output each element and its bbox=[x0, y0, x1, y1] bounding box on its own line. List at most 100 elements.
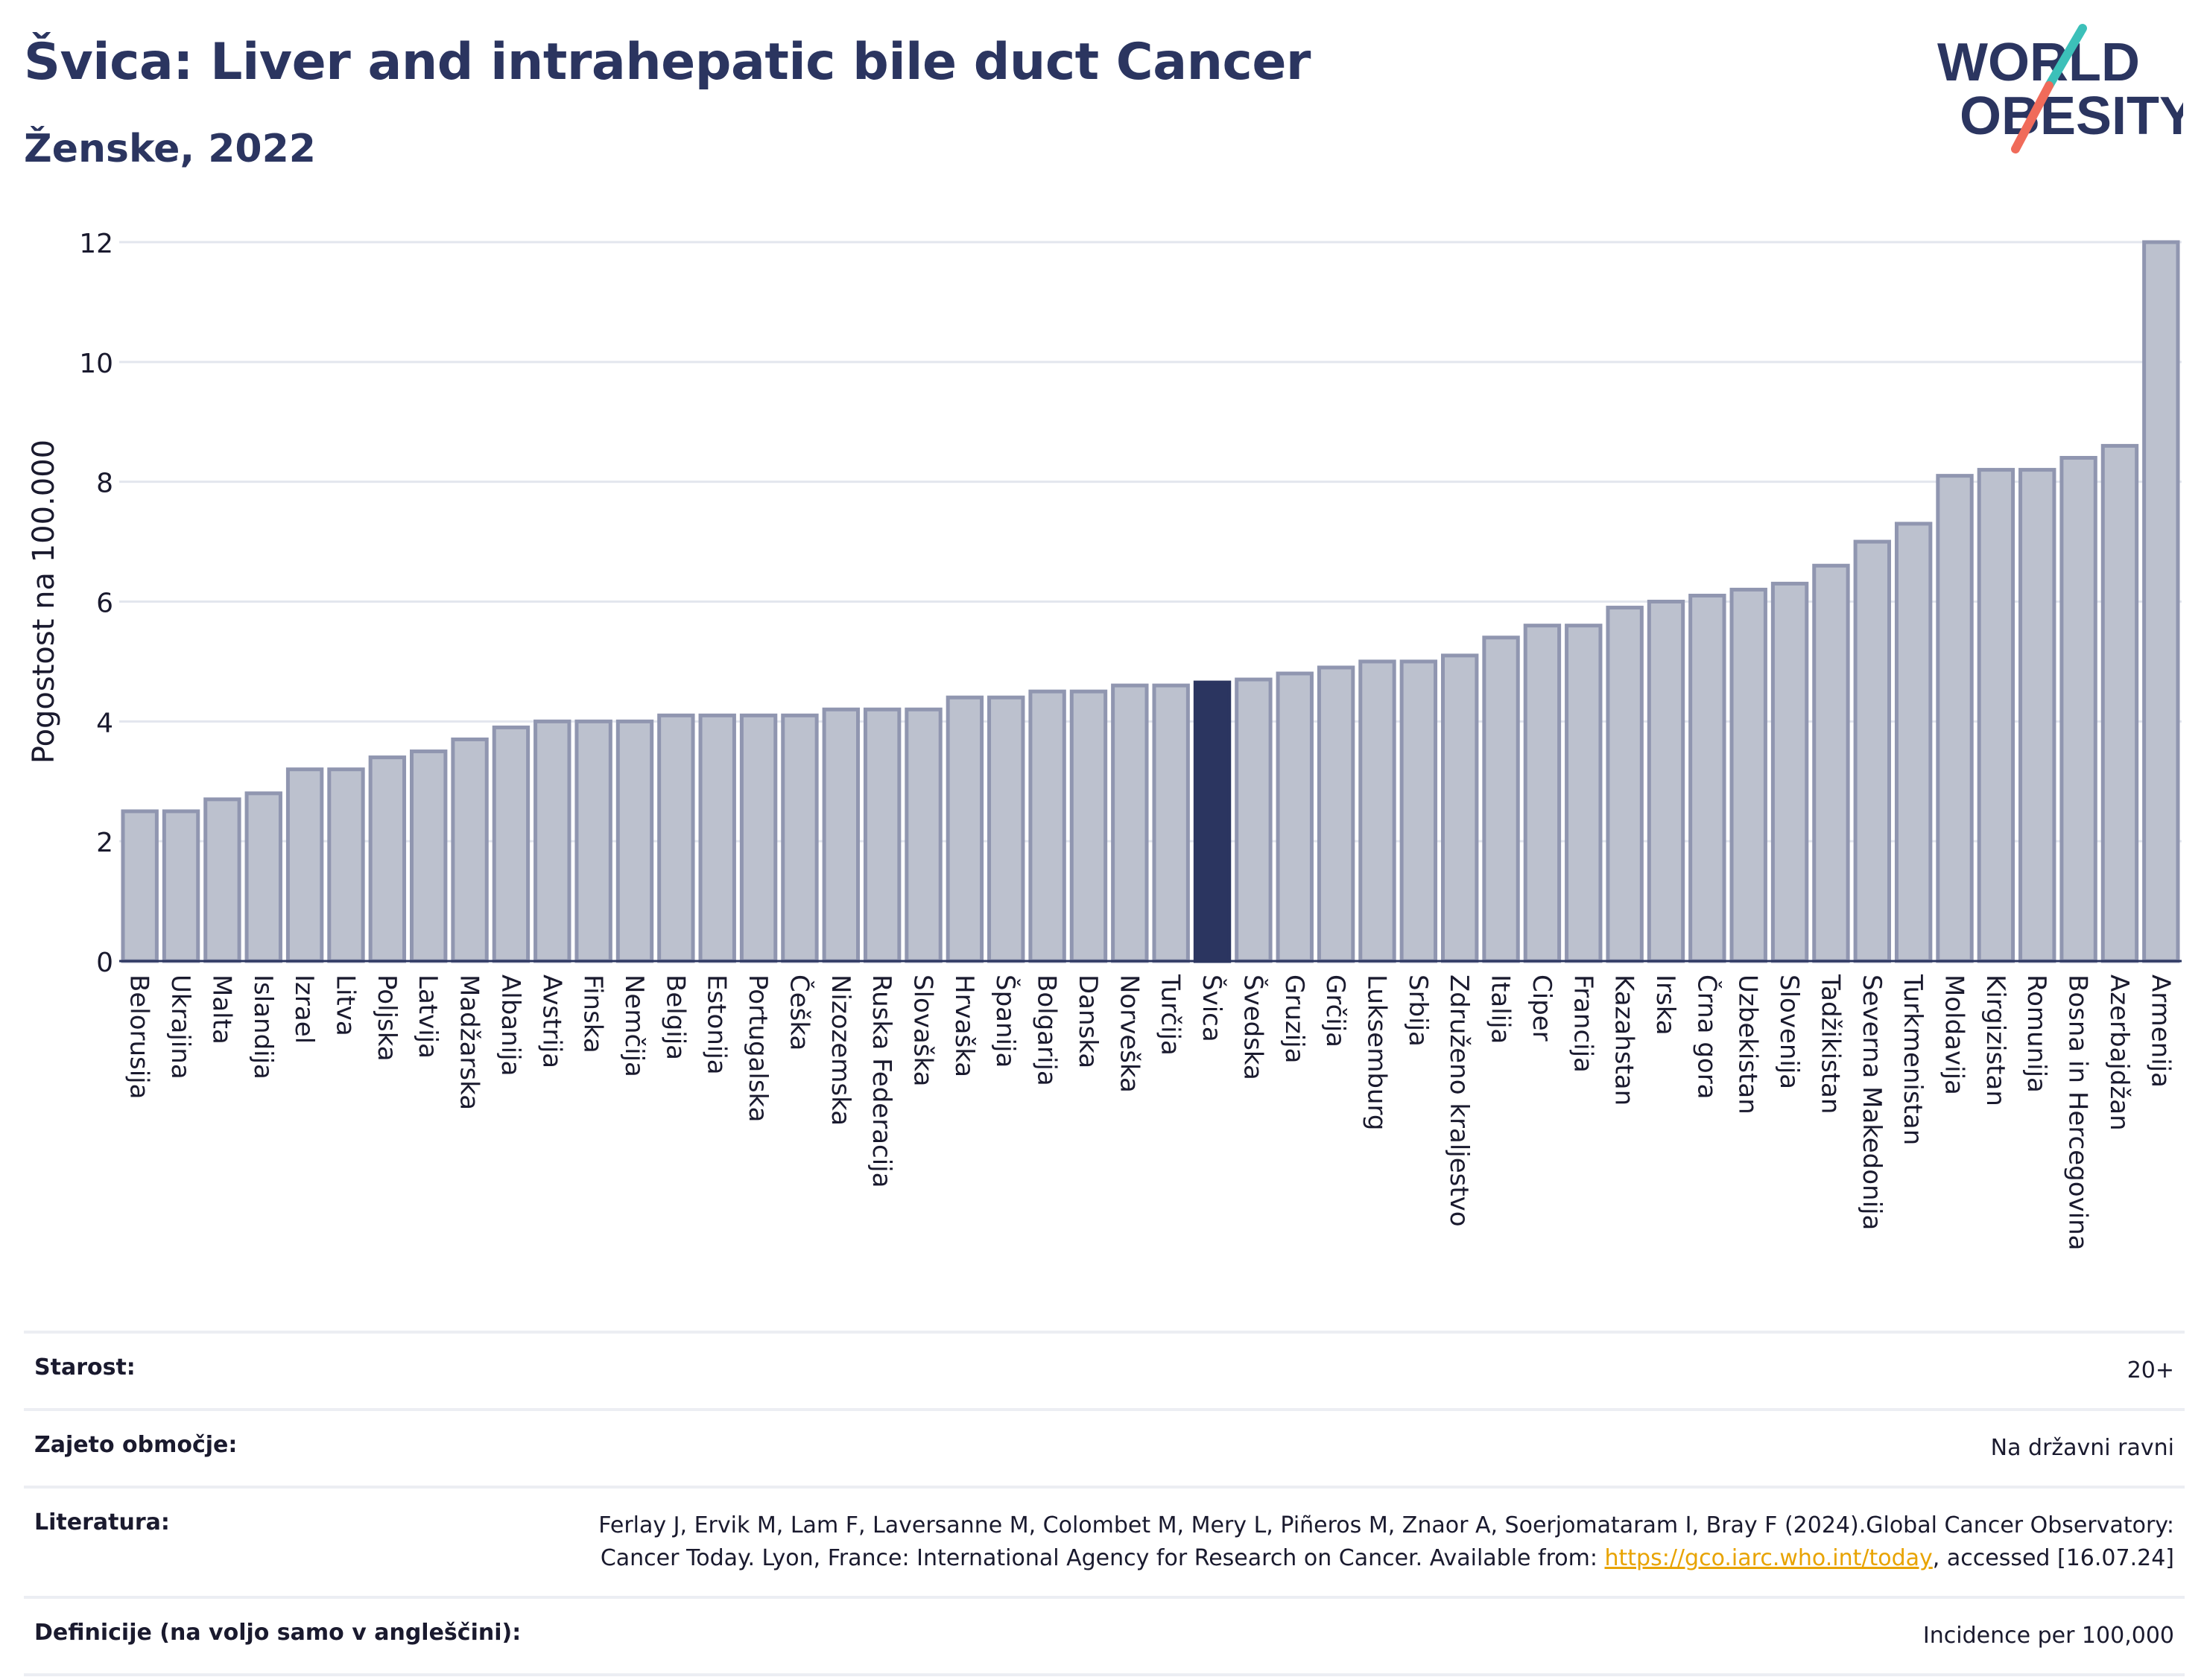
x-tick-label: Armenija bbox=[2145, 974, 2175, 1088]
logo-slash-coral bbox=[2011, 81, 2053, 153]
reference-link[interactable]: https://gco.iarc.who.int/today bbox=[1604, 1545, 1933, 1571]
x-tick-label: Grčija bbox=[1320, 974, 1350, 1047]
bar-bolgarija bbox=[1028, 689, 1066, 963]
x-tick-label: Kirgizistan bbox=[1980, 974, 2010, 1106]
y-tick-label: 8 bbox=[96, 469, 113, 499]
x-tick-label: Izrael bbox=[289, 974, 319, 1044]
bar-francija bbox=[1565, 624, 1603, 963]
x-tick-label: Kazahstan bbox=[1609, 974, 1639, 1106]
page-subtitle: Ženske, 2022 bbox=[24, 127, 316, 171]
x-tick-label: Turčija bbox=[1156, 974, 1185, 1056]
bar-bosna-in-hercegovina bbox=[2059, 456, 2097, 963]
bar-turčija bbox=[1152, 683, 1190, 963]
bar-srbija bbox=[1399, 659, 1438, 963]
bar-ruska-federacija bbox=[863, 707, 902, 963]
metadata-value: Na državni ravni bbox=[1990, 1435, 2174, 1461]
x-tick-label: Tadžikistan bbox=[1815, 974, 1845, 1114]
bar-nemčija bbox=[615, 719, 654, 963]
bar-chart: 0 2 4 6 8 10 12 Belorusija Ukrajina Malta Islandi… bbox=[27, 229, 2182, 1251]
x-tick-label: Srbija bbox=[1403, 974, 1433, 1047]
bar-severna-makedonija bbox=[1853, 539, 1891, 963]
bar-hrvaška bbox=[946, 695, 984, 963]
bar-madžarska bbox=[451, 737, 489, 963]
x-tick-label: Albanija bbox=[495, 974, 525, 1076]
metadata-value: Ferlay J, Ervik M, Lam F, Laversanne M, … bbox=[535, 1509, 2174, 1575]
logo-text-world: WORLD bbox=[1937, 33, 2140, 92]
y-tick-label: 0 bbox=[96, 948, 113, 978]
x-tick-labels: Belorusija Ukrajina Malta Islandija Izrael Li… bbox=[124, 974, 2176, 1251]
bar-kazahstan bbox=[1606, 606, 1644, 963]
y-tick-label: 10 bbox=[79, 349, 113, 379]
x-tick-label: Irska bbox=[1650, 974, 1680, 1036]
logo-slash-teal bbox=[2045, 24, 2087, 90]
bar-norveška bbox=[1111, 683, 1149, 963]
bar-švedska bbox=[1235, 677, 1273, 963]
x-tick-label: Moldavija bbox=[1939, 974, 1969, 1095]
x-tick-label: Nizozemska bbox=[826, 974, 855, 1126]
bars bbox=[121, 240, 2180, 963]
bar-ciper bbox=[1523, 624, 1562, 963]
bar-finska bbox=[574, 719, 612, 963]
page-title: Švica: Liver and intrahepatic bile duct … bbox=[24, 33, 1311, 92]
x-tick-label: Turkmenistan bbox=[1898, 974, 1928, 1145]
metadata-label: Zajeto območje: bbox=[34, 1432, 238, 1458]
x-tick-label: Hrvaška bbox=[949, 974, 979, 1077]
x-tick-label: Italija bbox=[1486, 974, 1516, 1044]
x-tick-label: Belorusija bbox=[124, 974, 154, 1099]
metadata-row: Literatura: Ferlay J, Ervik M, Lam F, Lav… bbox=[24, 1486, 2185, 1596]
x-tick-label: Ruska Federacija bbox=[867, 974, 896, 1188]
y-axis-label: Pogostost na 100.000 bbox=[27, 440, 61, 764]
x-tick-label: Združeno kraljestvo bbox=[1444, 974, 1474, 1227]
x-tick-label: Norveška bbox=[1114, 974, 1144, 1093]
bar-danska bbox=[1069, 689, 1108, 963]
x-tick-label: Švedska bbox=[1238, 974, 1268, 1080]
x-tick-label: Gruzija bbox=[1279, 974, 1309, 1063]
bar-belorusija bbox=[121, 809, 159, 963]
metadata-row: Zajeto območje: Na državni ravni bbox=[24, 1408, 2185, 1486]
x-tick-label: Belgija bbox=[660, 974, 690, 1060]
x-tick-label: Severna Makedonija bbox=[1857, 974, 1887, 1230]
x-tick-label: Litva bbox=[330, 974, 360, 1036]
x-tick-label: Francija bbox=[1568, 974, 1597, 1073]
x-tick-label: Švica bbox=[1197, 974, 1227, 1042]
bar-romunija bbox=[2018, 468, 2056, 963]
metadata-table: Starost: 20+ Zajeto območje: Na državni rav… bbox=[24, 1331, 2185, 1676]
metadata-row: Starost: 20+ bbox=[24, 1331, 2185, 1408]
x-tick-label: Španija bbox=[990, 974, 1021, 1068]
x-tick-label: Azerbajdžan bbox=[2104, 974, 2134, 1131]
metadata-value: Incidence per 100,000 bbox=[1922, 1623, 2174, 1649]
bar-azerbajdžan bbox=[2100, 443, 2139, 963]
bar-uzbekistan bbox=[1729, 587, 1767, 963]
bar-slovaška bbox=[905, 707, 943, 963]
bar-irska bbox=[1647, 600, 1685, 963]
metadata-row: Definicije (na voljo samo v angleščini):… bbox=[24, 1596, 2185, 1676]
bar-španija bbox=[987, 695, 1025, 963]
bar-islandija bbox=[244, 791, 282, 963]
x-tick-label: Češka bbox=[784, 974, 814, 1050]
bar-nizozemska bbox=[822, 707, 860, 963]
bar-turkmenistan bbox=[1894, 522, 1933, 963]
bar-portugalska bbox=[739, 713, 778, 963]
x-tick-label: Portugalska bbox=[743, 974, 773, 1122]
bar-avstrija bbox=[533, 719, 571, 963]
logo-text-obesity: OBESITY bbox=[1960, 86, 2183, 146]
x-tick-label: Estonija bbox=[702, 974, 732, 1075]
bar-črna-gora bbox=[1688, 593, 1726, 963]
bar-belgija bbox=[657, 713, 695, 963]
bar-gruzija bbox=[1276, 671, 1314, 963]
x-tick-label: Uzbekistan bbox=[1733, 974, 1763, 1115]
metadata-label: Starost: bbox=[34, 1354, 136, 1381]
bar-litva bbox=[327, 767, 365, 963]
bar-armenija bbox=[2142, 240, 2180, 963]
bar-slovenija bbox=[1770, 581, 1809, 963]
world-obesity-logo: WORLD OBESITY bbox=[1937, 24, 2183, 153]
x-tick-label: Danska bbox=[1073, 974, 1103, 1068]
bar-združeno-kraljestvo bbox=[1441, 653, 1479, 963]
bar-albanija bbox=[492, 725, 531, 963]
bar-grčija bbox=[1317, 665, 1355, 963]
x-tick-label: Črna gora bbox=[1691, 974, 1722, 1100]
x-tick-label: Madžarska bbox=[455, 974, 484, 1110]
x-tick-label: Malta bbox=[206, 974, 236, 1045]
bar-švica bbox=[1193, 680, 1232, 963]
x-tick-label: Latvija bbox=[413, 974, 443, 1059]
